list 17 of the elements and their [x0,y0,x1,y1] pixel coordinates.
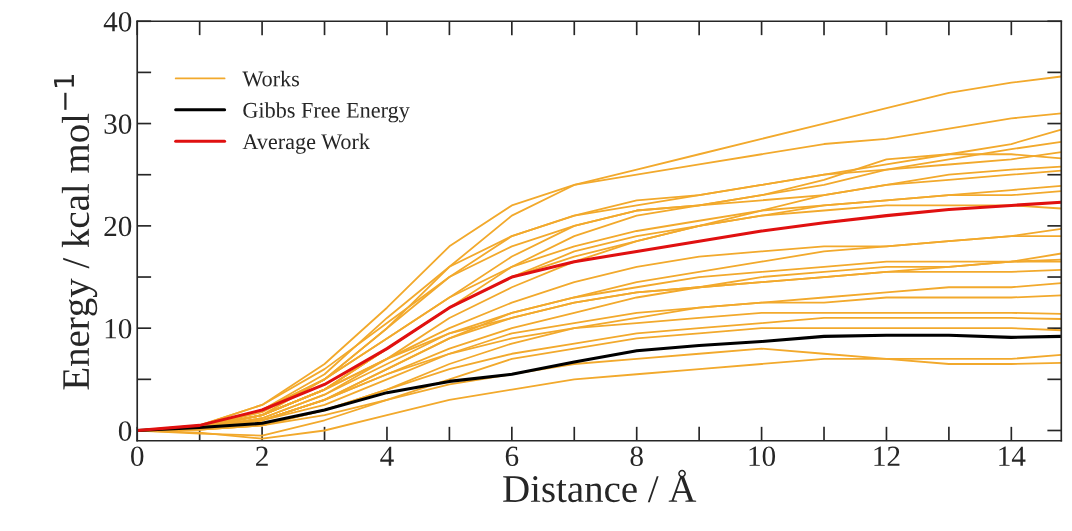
x-tick-label: 10 [749,446,776,467]
x-tick-label: 8 [630,446,643,467]
y-tick-label: 10 [105,318,132,339]
y-tick-label: 40 [103,11,132,32]
x-tick-label: 2 [256,446,268,466]
legend-label: Works [242,70,300,87]
y-axis-title: Energy / kcal mol$^{−1}$ [54,75,98,390]
y-tick-label: 20 [104,216,132,237]
legend-label: Average Work [242,133,370,154]
x-tick-label: 6 [505,446,519,467]
x-tick-label: 12 [874,446,900,466]
legend-label: Gibbs Free Energy [243,102,410,123]
x-tick-label: 4 [380,446,394,466]
y-tick-label: 0 [118,421,132,441]
x-tick-label: 14 [999,446,1026,466]
x-axis-title: Distance / Å [503,469,697,503]
y-tick-label: 30 [104,114,132,134]
